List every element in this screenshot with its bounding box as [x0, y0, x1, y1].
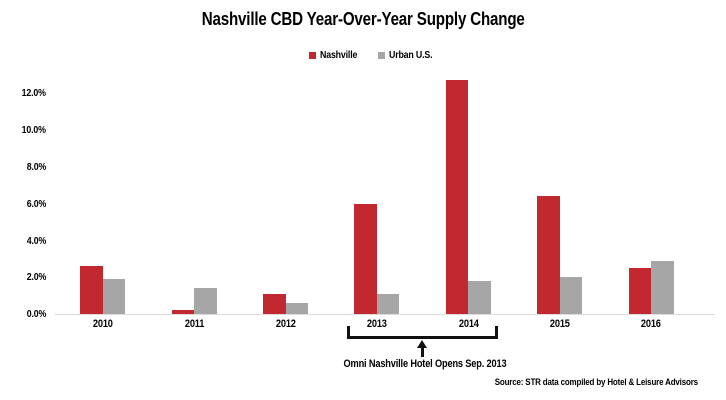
bar-urban-u-s-2011: [194, 288, 217, 314]
source-text: Source: STR data compiled by Hotel & Lei…: [494, 377, 698, 388]
bar-nashville-2011: [171, 310, 195, 314]
x-axis: 2010 2011 2012 2013 2014 2015 2016: [57, 318, 697, 331]
bar-urban-u-s-2010: [102, 279, 126, 314]
urban-us-swatch-icon: [378, 51, 386, 59]
bar-urban-u-s-2013: [376, 293, 400, 314]
plot-area: [57, 69, 697, 314]
y-tick-label: 4.0%: [26, 234, 47, 247]
bar-nashville-2013: [354, 203, 377, 314]
category-2016: [606, 260, 697, 314]
bracket-2013-2014: [347, 326, 498, 339]
source-note: Source: STR data compiled by Hotel & Lei…: [298, 377, 698, 388]
legend-label-urban-us: Urban U.S.: [389, 49, 433, 61]
arrow-stem: [420, 348, 424, 357]
x-tick-label-2010: 2010: [92, 318, 113, 330]
nashville-swatch-icon: [309, 51, 316, 59]
x-tick-label-2016: 2016: [641, 318, 662, 330]
bar-nashville-2016: [628, 267, 652, 314]
category-2014: [423, 80, 514, 314]
x-tick-label-2011: 2011: [184, 318, 204, 330]
legend-item-urban-us: Urban U.S.: [378, 49, 441, 61]
bar-nashville-2010: [80, 266, 103, 314]
y-tick-label: 0.0%: [26, 308, 47, 321]
x-axis-line: [55, 314, 715, 315]
bar-nashville-2014: [445, 80, 469, 314]
x-tick-label-2014: 2014: [458, 318, 479, 330]
y-tick-label: 6.0%: [26, 197, 47, 210]
bar-urban-u-s-2012: [285, 302, 309, 314]
legend-item-nashville: Nashville: [309, 49, 364, 61]
category-2010: [57, 266, 148, 314]
bar-urban-u-s-2016: [651, 260, 674, 314]
chart-title-text: Nashville CBD Year-Over-Year Supply Chan…: [201, 9, 525, 29]
y-tick-label: 2.0%: [26, 271, 47, 284]
x-tick-label-2012: 2012: [275, 318, 296, 330]
bar-urban-u-s-2015: [559, 277, 583, 314]
y-axis: 12.0% 10.0% 8.0% 6.0% 4.0% 2.0% 0.0%: [0, 0, 46, 340]
category-2015: [514, 196, 605, 314]
x-tick-label-2015: 2015: [549, 318, 570, 330]
y-tick-label: 10.0%: [21, 124, 46, 137]
category-2013: [331, 203, 422, 314]
x-tick-label-2013: 2013: [367, 318, 387, 330]
legend: Nashville Urban U.S.: [12, 49, 726, 61]
annotation: Omni Nashville Hotel Opens Sep. 2013: [305, 358, 545, 370]
category-2012: [240, 293, 331, 314]
legend-label-nashville: Nashville: [320, 49, 358, 61]
category-2011: [148, 288, 239, 314]
arrow-head: [417, 340, 427, 348]
bar-nashville-2012: [263, 293, 286, 314]
chart-title: Nashville CBD Year-Over-Year Supply Chan…: [0, 9, 726, 30]
bar-urban-u-s-2014: [468, 280, 491, 314]
y-tick-label: 12.0%: [21, 87, 46, 100]
annotation-text: Omni Nashville Hotel Opens Sep. 2013: [343, 358, 507, 370]
arrow-up-icon: [416, 340, 428, 357]
bar-nashville-2015: [537, 196, 560, 314]
y-tick-label: 8.0%: [26, 160, 47, 173]
